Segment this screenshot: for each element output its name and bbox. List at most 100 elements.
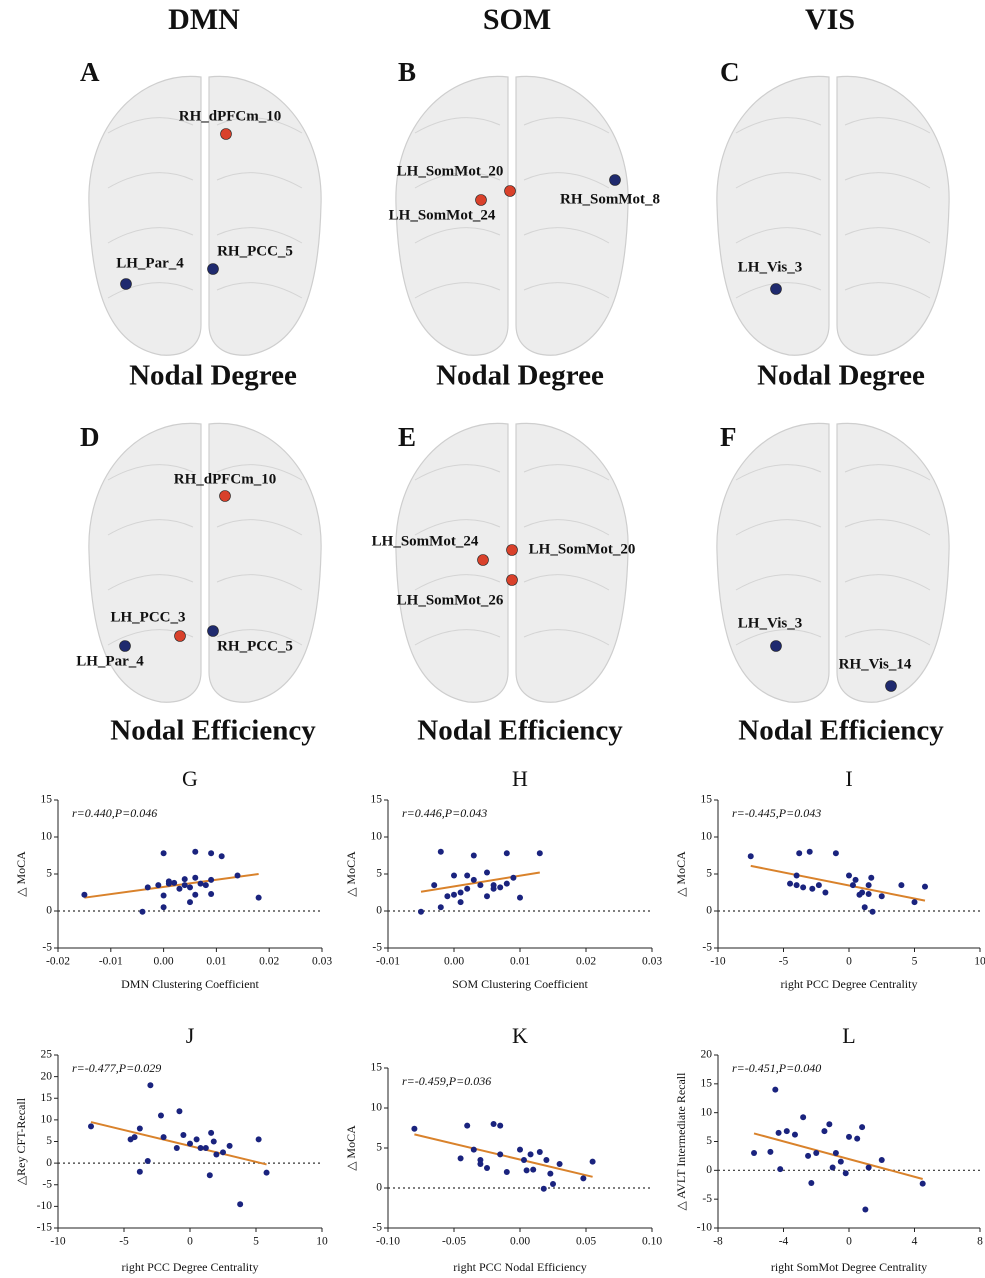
y-axis-label: △ MoCA <box>674 851 688 897</box>
data-point <box>879 1157 885 1163</box>
y-tick-label: 5 <box>706 868 712 880</box>
annotation: r=0.440,P=0.046 <box>72 806 157 820</box>
node-label: RH_dPFCm_10 <box>174 471 277 487</box>
data-point <box>504 1169 510 1175</box>
y-axis-label: △ MoCA <box>344 851 358 897</box>
data-point <box>748 853 754 859</box>
data-point <box>176 1108 182 1114</box>
data-point <box>187 1141 193 1147</box>
x-tick-label: -10 <box>50 1236 66 1248</box>
data-point <box>868 875 874 881</box>
y-tick-label: -10 <box>697 1222 713 1234</box>
x-tick-label: 0.01 <box>510 956 530 968</box>
panel-title: Nodal Degree <box>757 360 925 392</box>
brain-hemisphere <box>837 76 949 355</box>
data-point <box>438 904 444 910</box>
data-point <box>580 1175 586 1181</box>
y-axis-label: △ MoCA <box>14 851 28 897</box>
data-point <box>922 884 928 890</box>
data-point <box>187 899 193 905</box>
brain-hemisphere <box>516 76 628 355</box>
data-point <box>504 850 510 856</box>
data-point <box>484 1165 490 1171</box>
brain-hemisphere <box>717 423 829 702</box>
y-axis-label: △Rey CFT-Recall <box>14 1097 28 1185</box>
x-tick-label: -0.10 <box>376 1236 400 1248</box>
x-axis-label: right PCC Degree Centrality <box>781 977 918 991</box>
y-tick-label: 10 <box>371 1102 383 1114</box>
data-point <box>800 1114 806 1120</box>
data-point <box>418 909 424 915</box>
data-point <box>139 909 145 915</box>
data-point <box>147 1082 153 1088</box>
data-point <box>590 1159 596 1165</box>
y-tick-label: 15 <box>371 794 383 806</box>
column-header: VIS <box>805 3 855 36</box>
y-tick-label: 15 <box>41 1092 53 1104</box>
data-point <box>491 886 497 892</box>
panel-letter: C <box>720 57 740 87</box>
data-point <box>471 1147 477 1153</box>
brain-hemisphere <box>209 423 321 702</box>
data-point <box>208 1130 214 1136</box>
data-point <box>784 1128 790 1134</box>
brain-node <box>220 491 231 502</box>
node-label: LH_Vis_3 <box>738 615 802 631</box>
data-point <box>211 1139 217 1145</box>
data-point <box>192 849 198 855</box>
data-point <box>220 1149 226 1155</box>
data-point <box>227 1143 233 1149</box>
data-point <box>464 872 470 878</box>
x-tick-label: -0.01 <box>99 956 123 968</box>
fit-line <box>91 1122 267 1164</box>
data-point <box>813 1150 819 1156</box>
data-point <box>870 909 876 915</box>
data-point <box>161 904 167 910</box>
data-point <box>524 1167 530 1173</box>
brain-hemisphere <box>717 76 829 355</box>
data-point <box>484 893 490 899</box>
x-tick-label: 10 <box>974 956 985 968</box>
y-tick-label: 10 <box>371 831 383 843</box>
data-point <box>805 1153 811 1159</box>
data-point <box>800 884 806 890</box>
data-point <box>176 886 182 892</box>
data-point <box>438 849 444 855</box>
brain-node <box>507 575 518 586</box>
brain-node <box>505 186 516 197</box>
data-point <box>808 1180 814 1186</box>
data-point <box>458 899 464 905</box>
data-point <box>491 1121 497 1127</box>
node-label: LH_SomMot_24 <box>389 207 496 223</box>
x-tick-label: 0.03 <box>642 956 662 968</box>
y-tick-label: 5 <box>46 1135 52 1147</box>
data-point <box>838 1159 844 1165</box>
data-point <box>203 882 209 888</box>
node-label: RH_PCC_5 <box>217 638 293 654</box>
chart-title: L <box>842 1023 855 1048</box>
data-point <box>794 882 800 888</box>
y-tick-label: 10 <box>41 1114 53 1126</box>
x-tick-label: -5 <box>779 956 789 968</box>
data-point <box>235 872 241 878</box>
data-point <box>155 882 161 888</box>
data-point <box>517 1147 523 1153</box>
x-tick-label: 0.10 <box>642 1236 662 1248</box>
y-tick-label: -15 <box>37 1222 53 1234</box>
data-point <box>207 1172 213 1178</box>
panel-letter: F <box>720 422 737 452</box>
x-axis-label: SOM Clustering Coefficient <box>452 977 588 991</box>
data-point <box>497 1151 503 1157</box>
y-tick-label: 0 <box>706 1164 712 1176</box>
y-tick-label: 0 <box>46 1157 52 1169</box>
data-point <box>866 891 872 897</box>
brain-hemisphere <box>516 423 628 702</box>
data-point <box>821 1128 827 1134</box>
data-point <box>451 872 457 878</box>
data-point <box>807 849 813 855</box>
data-point <box>853 877 859 883</box>
data-point <box>471 877 477 883</box>
data-point <box>484 870 490 876</box>
x-axis-label: DMN Clustering Coefficient <box>121 977 259 991</box>
x-axis-label: right PCC Nodal Efficiency <box>453 1260 586 1274</box>
